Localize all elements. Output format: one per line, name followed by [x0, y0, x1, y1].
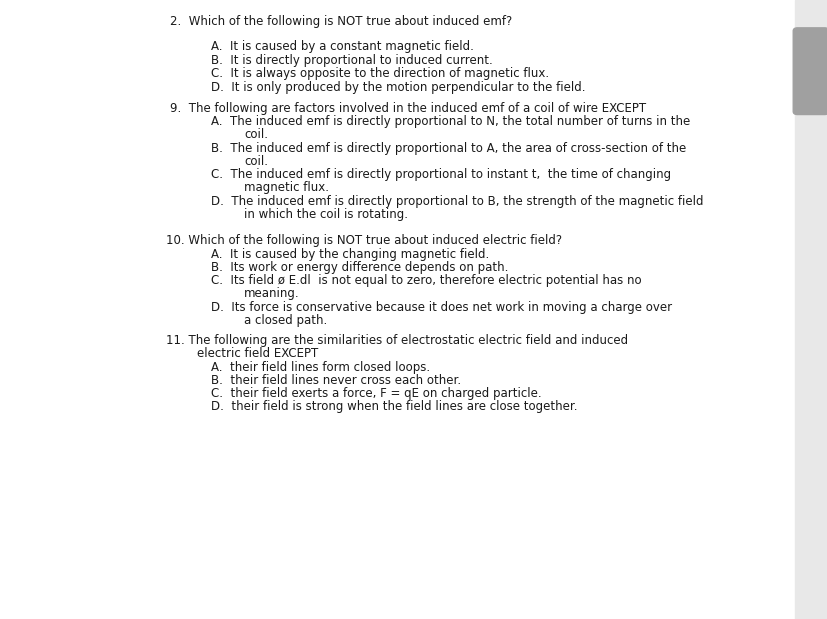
- Text: 11. The following are the similarities of electrostatic electric field and induc: 11. The following are the similarities o…: [165, 334, 627, 347]
- Text: C.  It is always opposite to the direction of magnetic flux.: C. It is always opposite to the directio…: [211, 67, 548, 80]
- Text: B.  Its work or energy difference depends on path.: B. Its work or energy difference depends…: [211, 261, 508, 274]
- Text: D.  It is only produced by the motion perpendicular to the field.: D. It is only produced by the motion per…: [211, 81, 585, 94]
- Text: magnetic flux.: magnetic flux.: [244, 181, 329, 194]
- Text: C.  Its field ø E.dl  is not equal to zero, therefore electric potential has no: C. Its field ø E.dl is not equal to zero…: [211, 274, 641, 287]
- Text: A.  their field lines form closed loops.: A. their field lines form closed loops.: [211, 361, 430, 374]
- Text: 9.  The following are factors involved in the induced emf of a coil of wire EXCE: 9. The following are factors involved in…: [170, 102, 645, 115]
- FancyBboxPatch shape: [792, 28, 827, 115]
- Text: D.  Its force is conservative because it does net work in moving a charge over: D. Its force is conservative because it …: [211, 301, 672, 314]
- Bar: [794, 0, 827, 619]
- Text: 2.  Which of the following is NOT true about induced emf?: 2. Which of the following is NOT true ab…: [170, 15, 511, 28]
- Text: A.  It is caused by a constant magnetic field.: A. It is caused by a constant magnetic f…: [211, 40, 473, 53]
- Text: B.  their field lines never cross each other.: B. their field lines never cross each ot…: [211, 374, 461, 387]
- Text: coil.: coil.: [244, 128, 268, 141]
- Text: coil.: coil.: [244, 155, 268, 168]
- Text: D.  their field is strong when the field lines are close together.: D. their field is strong when the field …: [211, 400, 577, 413]
- Text: C.  The induced emf is directly proportional to instant t,  the time of changing: C. The induced emf is directly proportio…: [211, 168, 671, 181]
- Text: meaning.: meaning.: [244, 287, 299, 300]
- Text: D.  The induced emf is directly proportional to B, the strength of the magnetic : D. The induced emf is directly proportio…: [211, 195, 703, 208]
- Text: 10. Which of the following is NOT true about induced electric field?: 10. Which of the following is NOT true a…: [165, 234, 561, 247]
- Text: A.  It is caused by the changing magnetic field.: A. It is caused by the changing magnetic…: [211, 248, 489, 261]
- Text: B.  The induced emf is directly proportional to A, the area of cross-section of : B. The induced emf is directly proportio…: [211, 142, 686, 155]
- Text: electric field EXCEPT: electric field EXCEPT: [197, 347, 318, 360]
- Text: C.  their field exerts a force, F = qE on charged particle.: C. their field exerts a force, F = qE on…: [211, 387, 541, 400]
- Text: B.  It is directly proportional to induced current.: B. It is directly proportional to induce…: [211, 54, 492, 67]
- Text: A.  The induced emf is directly proportional to N, the total number of turns in : A. The induced emf is directly proportio…: [211, 115, 690, 128]
- Text: a closed path.: a closed path.: [244, 314, 327, 327]
- Text: in which the coil is rotating.: in which the coil is rotating.: [244, 208, 408, 221]
